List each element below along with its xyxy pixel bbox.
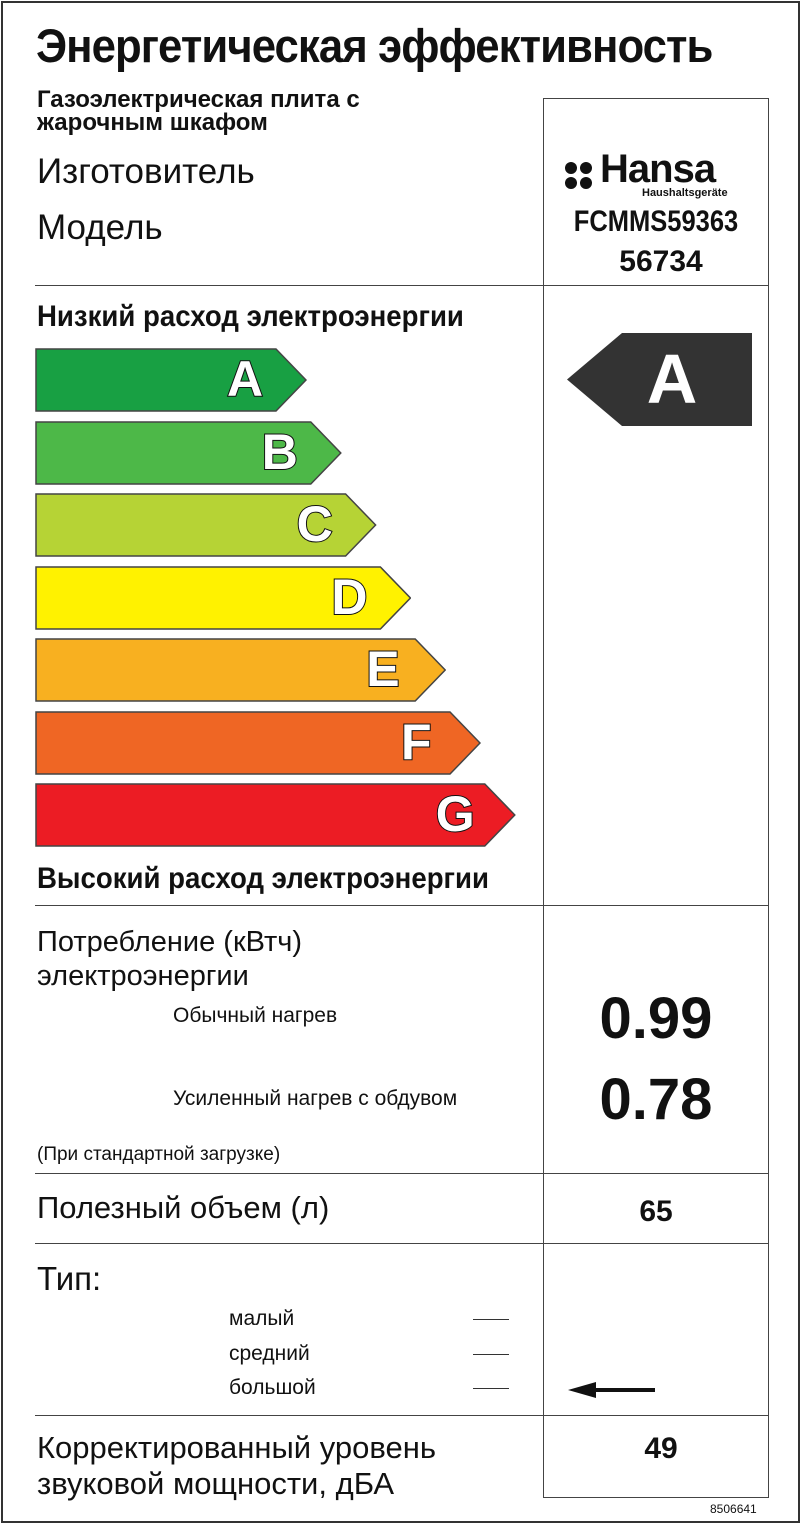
- divider: [35, 285, 769, 286]
- scale-top-label: Низкий расход электроэнергии: [37, 300, 464, 333]
- divider: [35, 905, 769, 906]
- model-label: Модель: [37, 208, 163, 247]
- label-code: 8506641: [710, 1502, 757, 1516]
- energy-class-letter: D: [330, 568, 368, 626]
- volume-value: 65: [639, 1195, 673, 1228]
- energy-class-letter: G: [435, 785, 476, 843]
- energy-class-bar-e: E: [35, 638, 447, 702]
- rating-arrow: A: [567, 333, 752, 426]
- model-code: 56734: [619, 245, 703, 278]
- divider: [35, 1243, 769, 1244]
- type-dash: [473, 1354, 509, 1355]
- fan-heating-label: Усиленный нагрев с обдувом: [173, 1087, 458, 1110]
- type-option-medium: средний: [229, 1342, 310, 1365]
- type-dash: [473, 1319, 509, 1320]
- divider: [35, 1173, 769, 1174]
- brand-name: Hansa: [600, 147, 716, 191]
- appliance-type-line1: Газоэлектрическая плита с: [37, 86, 360, 113]
- scale-bottom-label: Высокий расход электроэнергии: [37, 862, 489, 895]
- energy-class-letter: F: [400, 713, 433, 771]
- appliance-type-line2: жарочным шкафом: [37, 109, 268, 136]
- volume-label: Полезный объем (л): [37, 1190, 330, 1225]
- model-number: FCMMS59363: [573, 205, 739, 238]
- noise-label-line1: Корректированный уровень: [37, 1430, 437, 1465]
- energy-class-bar-f: F: [35, 710, 481, 775]
- energy-class-bar-b: B: [35, 420, 342, 485]
- type-label: Тип:: [37, 1260, 102, 1297]
- appliance-type: Газоэлектрическая плита с жарочным шкафом: [37, 86, 360, 136]
- manufacturer-label: Изготовитель: [37, 152, 255, 191]
- type-option-large: большой: [229, 1376, 316, 1399]
- noise-label: Корректированный уровень звуковой мощност…: [37, 1430, 436, 1502]
- energy-class-letter: B: [261, 423, 299, 481]
- energy-class-bar-c: C: [35, 493, 377, 557]
- energy-class-bar-a: A: [35, 348, 307, 412]
- type-option-small: малый: [229, 1307, 295, 1330]
- consumption-label-line1: Потребление (кВтч): [37, 926, 303, 958]
- noise-label-line2: звуковой мощности, дБА: [37, 1466, 395, 1501]
- energy-class-bar-d: D: [35, 565, 412, 630]
- rating-letter: A: [646, 340, 698, 418]
- energy-class-letter: C: [296, 495, 334, 553]
- noise-value: 49: [644, 1432, 678, 1465]
- consumption-note: (При стандартной загрузке): [37, 1144, 281, 1165]
- brand-logo: Hansa Haushaltsgeräte: [565, 147, 736, 200]
- energy-class-letter: A: [226, 350, 264, 408]
- page-title: Энергетическая эффективность: [36, 19, 713, 72]
- consumption-label: Потребление (кВтч) электроэнергии: [37, 925, 302, 993]
- divider: [768, 98, 769, 1497]
- consumption-label-line2: электроэнергии: [37, 960, 249, 992]
- divider: [543, 98, 769, 99]
- logo-dots-icon: [565, 161, 592, 189]
- fan-heating-value: 0.78: [599, 1067, 713, 1132]
- type-dash: [473, 1388, 509, 1389]
- energy-class-bar-g: G: [35, 783, 516, 847]
- divider: [35, 1415, 769, 1416]
- divider: [543, 98, 544, 1497]
- brand-tagline: Haushaltsgeräte: [642, 187, 728, 199]
- energy-class-letter: E: [365, 640, 400, 698]
- normal-heating-label: Обычный нагрев: [173, 1004, 338, 1027]
- normal-heating-value: 0.99: [599, 986, 713, 1051]
- divider: [543, 1497, 769, 1498]
- selected-type-arrow-icon: [568, 1382, 655, 1398]
